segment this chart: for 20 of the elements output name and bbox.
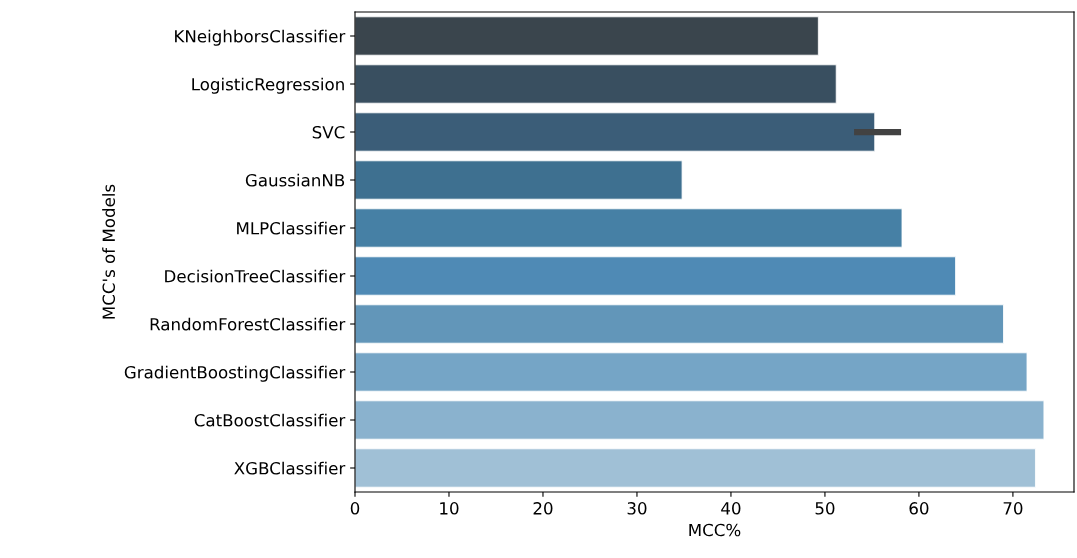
x-tick-label: 0 xyxy=(350,502,360,515)
y-tick-label: GaussianNB xyxy=(245,173,345,187)
x-tick-label: 30 xyxy=(627,502,647,515)
y-tick-label: LogisticRegression xyxy=(192,77,344,94)
y-tick-label: RandomForestClassifier xyxy=(150,317,346,331)
x-tick-label: 50 xyxy=(815,502,835,515)
x-tick-label: 40 xyxy=(721,502,741,515)
x-tick-label: 20 xyxy=(533,502,553,515)
y-tick-label: KNeighborsClassifier xyxy=(175,29,346,46)
x-tick-label: 70 xyxy=(1003,502,1023,515)
x-tick-label: 10 xyxy=(440,502,459,515)
y-tick-label: SVC xyxy=(312,125,345,139)
y-tick-label: CatBoostClassifier xyxy=(194,413,346,427)
y-tick-label: GradientBoostingClassifier xyxy=(124,365,346,382)
x-tick-label: 60 xyxy=(909,502,929,515)
y-tick-label: XGBClassifier xyxy=(234,461,346,475)
x-axis-title: MCC% xyxy=(689,523,741,537)
y-tick-label: MLPClassifier xyxy=(237,221,346,235)
y-axis-title: MCC's of Models xyxy=(102,184,116,319)
y-tick-label: DecisionTreeClassifier xyxy=(165,269,346,283)
